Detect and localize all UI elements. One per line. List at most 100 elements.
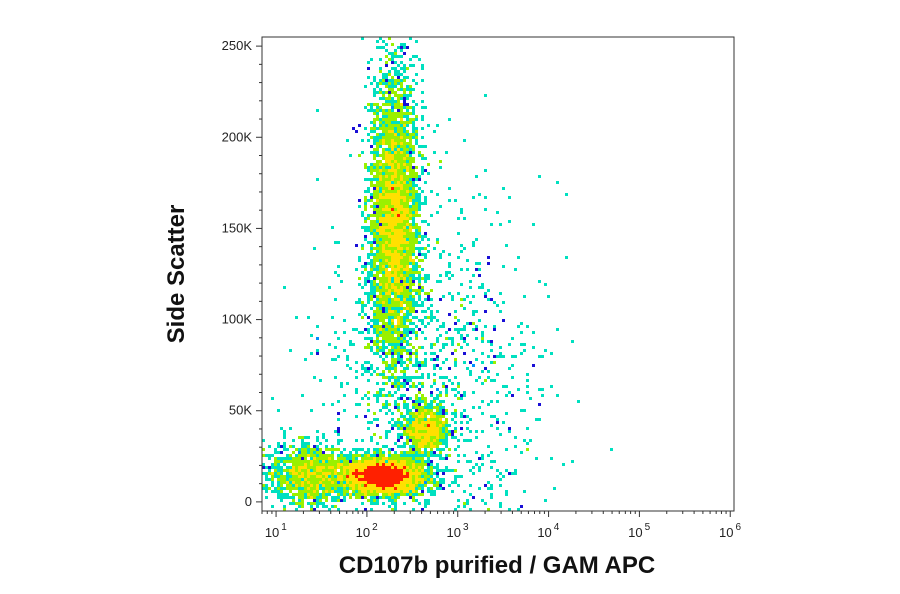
density-cell [298, 496, 301, 499]
density-cell [502, 319, 505, 322]
density-cell [397, 292, 400, 295]
density-cell [415, 334, 418, 337]
density-cell [454, 328, 457, 331]
density-cell [427, 460, 430, 463]
density-cell [352, 343, 355, 346]
density-cell [385, 430, 388, 433]
density-cell [391, 394, 394, 397]
density-cell [370, 151, 373, 154]
density-cell [400, 352, 403, 355]
density-cell [436, 388, 439, 391]
density-cell [355, 376, 358, 379]
density-cell [442, 250, 445, 253]
density-cell [325, 448, 328, 451]
density-cell [337, 463, 340, 466]
density-cell [394, 385, 397, 388]
density-cell [412, 88, 415, 91]
density-cell [370, 469, 373, 472]
density-cell [277, 490, 280, 493]
density-cell [463, 415, 466, 418]
density-cell [373, 76, 376, 79]
density-cell [355, 403, 358, 406]
density-cell [361, 484, 364, 487]
density-cell [415, 331, 418, 334]
density-cell [427, 469, 430, 472]
density-cell [403, 265, 406, 268]
density-cell [424, 352, 427, 355]
density-cell [412, 106, 415, 109]
density-cell [397, 304, 400, 307]
density-cell [454, 475, 457, 478]
density-cell [388, 241, 391, 244]
density-cell [391, 274, 394, 277]
density-cell [379, 394, 382, 397]
density-cell [424, 415, 427, 418]
density-cell [469, 361, 472, 364]
density-cell [490, 484, 493, 487]
density-cell [370, 214, 373, 217]
density-cell [427, 457, 430, 460]
density-cell [427, 463, 430, 466]
density-cell [412, 112, 415, 115]
density-cell [403, 148, 406, 151]
density-cell [358, 475, 361, 478]
density-cell [373, 313, 376, 316]
density-cell [397, 172, 400, 175]
density-cell [385, 334, 388, 337]
density-cell [355, 388, 358, 391]
density-cell [532, 364, 535, 367]
density-cell [388, 175, 391, 178]
density-cell [412, 403, 415, 406]
density-cell [469, 430, 472, 433]
density-cell [307, 463, 310, 466]
density-cell [397, 127, 400, 130]
density-cell [400, 322, 403, 325]
density-cell [379, 373, 382, 376]
density-cell [373, 484, 376, 487]
density-cell [433, 445, 436, 448]
density-cell [364, 508, 367, 511]
density-cell [490, 460, 493, 463]
density-cell [400, 97, 403, 100]
density-cell [325, 499, 328, 502]
density-cell [442, 346, 445, 349]
density-cell [280, 472, 283, 475]
density-cell [409, 457, 412, 460]
density-cell [370, 466, 373, 469]
density-cell [385, 148, 388, 151]
density-cell [403, 46, 406, 49]
density-cell [439, 433, 442, 436]
density-cell [406, 169, 409, 172]
density-cell [403, 280, 406, 283]
density-cell [412, 166, 415, 169]
density-cell [292, 466, 295, 469]
density-cell [409, 319, 412, 322]
density-cell [406, 310, 409, 313]
density-cell [358, 496, 361, 499]
density-cell [424, 505, 427, 508]
density-cell [436, 439, 439, 442]
density-cell [424, 325, 427, 328]
density-cell [370, 463, 373, 466]
density-cell [292, 472, 295, 475]
density-cell [400, 316, 403, 319]
density-cell [283, 442, 286, 445]
density-cell [379, 127, 382, 130]
density-cell [388, 409, 391, 412]
density-cell [481, 430, 484, 433]
density-cell [331, 469, 334, 472]
density-cell [388, 199, 391, 202]
density-cell [451, 388, 454, 391]
density-cell [394, 94, 397, 97]
density-cell [490, 415, 493, 418]
density-cell [376, 217, 379, 220]
x-axis: 10 1 10 2 10 3 10 4 10 5 10 6 [261, 511, 741, 540]
density-cell [397, 322, 400, 325]
density-cell [406, 433, 409, 436]
density-cell [379, 478, 382, 481]
density-cell [421, 253, 424, 256]
density-cell [391, 118, 394, 121]
density-cell [424, 337, 427, 340]
density-cell [379, 481, 382, 484]
density-cell [412, 268, 415, 271]
